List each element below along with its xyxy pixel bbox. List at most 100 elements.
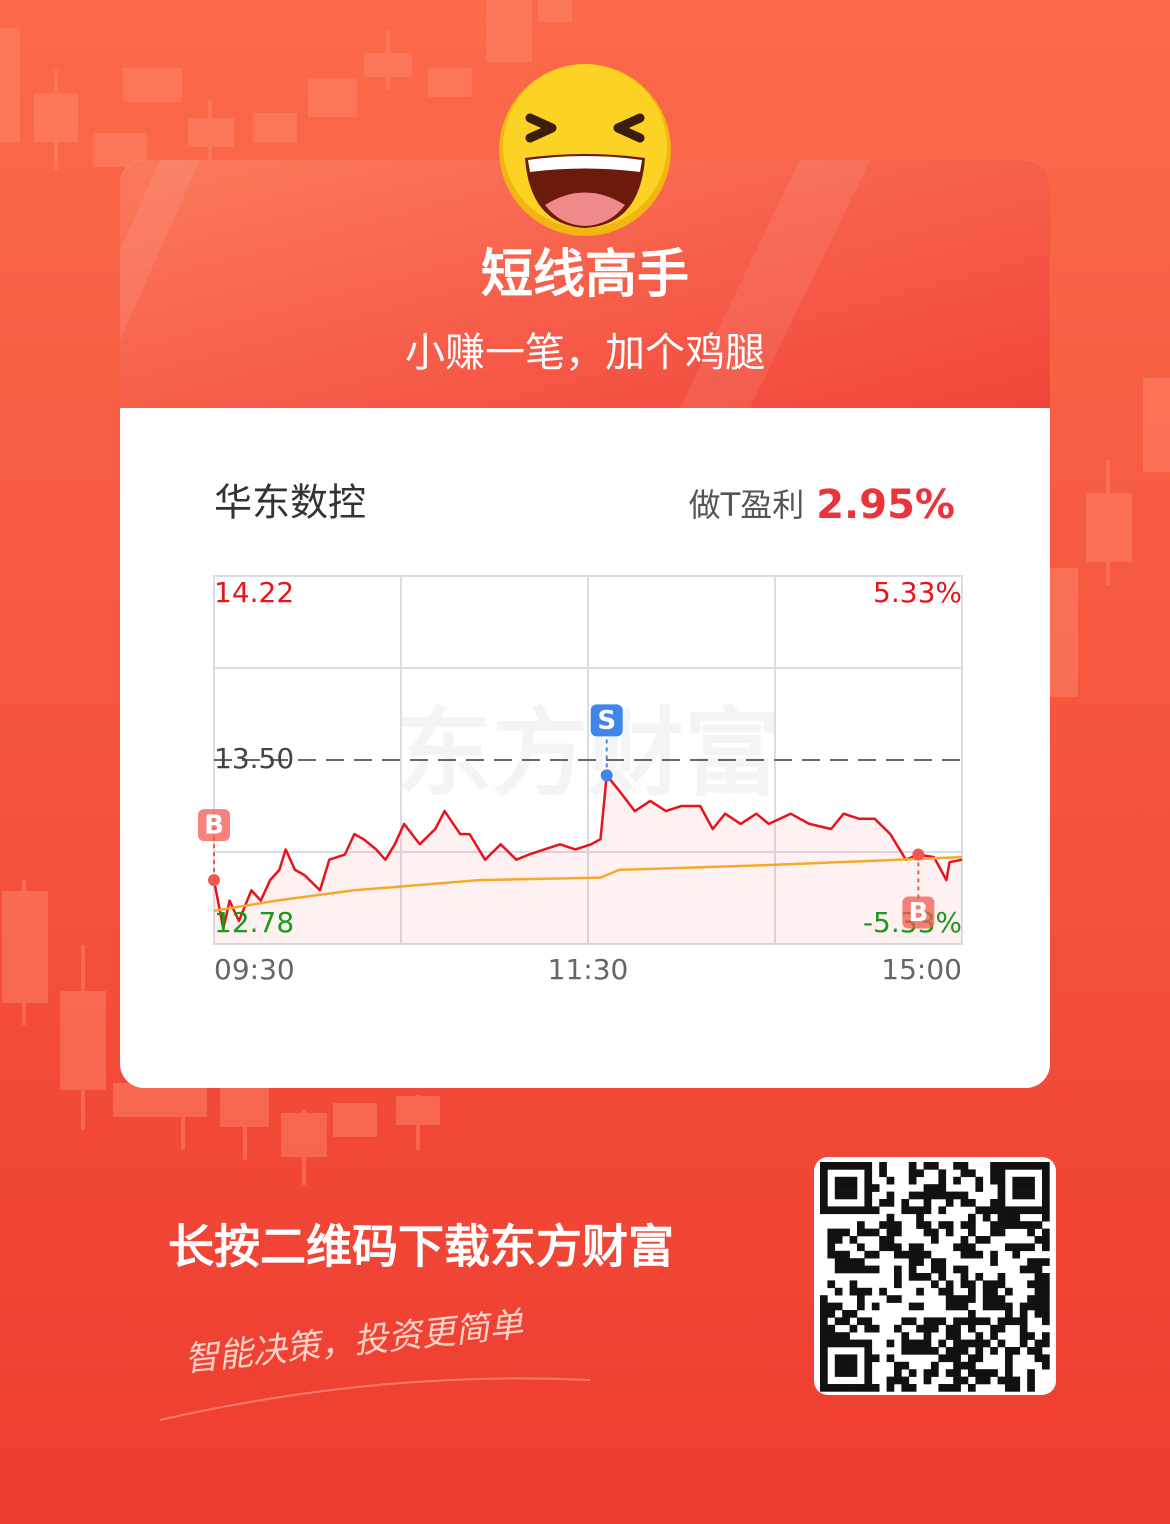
qr-cell — [997, 1302, 1006, 1311]
qr-cell — [997, 1213, 1006, 1222]
trade-label: B — [908, 898, 928, 928]
qr-cell — [857, 1287, 865, 1296]
qr-cell — [834, 1354, 843, 1363]
qr-cell — [931, 1191, 939, 1200]
qr-cell — [1019, 1339, 1028, 1348]
qr-cell — [931, 1184, 939, 1192]
qr-cell — [834, 1236, 843, 1244]
qr-cell — [901, 1206, 910, 1215]
qr-cell — [820, 1324, 828, 1333]
qr-pattern — [820, 1162, 1050, 1392]
qr-cell — [923, 1332, 932, 1340]
qr-cell — [997, 1295, 1006, 1303]
qr-cell — [834, 1265, 843, 1274]
qr-cell — [886, 1176, 895, 1185]
qr-cell — [923, 1228, 932, 1237]
qr-cell — [997, 1273, 1006, 1281]
qr-cell — [894, 1376, 902, 1385]
qr-cell — [1005, 1206, 1013, 1215]
qr-cell — [879, 1243, 887, 1252]
qr-cell — [827, 1243, 836, 1252]
qr-cell — [1005, 1384, 1013, 1392]
y-tick-label: 12.78 — [214, 906, 294, 939]
qr-cell — [938, 1384, 947, 1392]
qr-cell — [894, 1369, 902, 1377]
qr-cell — [968, 1199, 976, 1207]
qr-cell — [968, 1243, 976, 1252]
qr-cell — [864, 1228, 873, 1237]
qr-cell — [1019, 1332, 1028, 1340]
qr-cell — [1012, 1191, 1021, 1200]
qr-cell — [834, 1176, 843, 1185]
qr-cell — [916, 1347, 924, 1355]
qr-cell — [923, 1184, 932, 1192]
qr-cell — [968, 1287, 976, 1296]
qr-cell — [1034, 1302, 1043, 1311]
qr-cell — [990, 1250, 998, 1259]
qr-cell — [982, 1295, 991, 1303]
qr-cell — [1005, 1302, 1013, 1311]
qr-cell — [916, 1213, 924, 1222]
qr-cell — [968, 1228, 976, 1237]
qr-cell — [975, 1347, 984, 1355]
qr-cell — [908, 1258, 917, 1266]
qr-cell — [1042, 1199, 1050, 1207]
qr-cell — [864, 1206, 873, 1215]
qr-cell — [1034, 1295, 1043, 1303]
qr-cell — [982, 1369, 991, 1377]
qr-cell — [938, 1273, 947, 1281]
qr-cell — [1027, 1347, 1035, 1355]
qr-cell — [849, 1191, 858, 1200]
qr-cell — [857, 1206, 865, 1215]
qr-cell — [871, 1250, 880, 1259]
qr-cell — [990, 1228, 998, 1237]
qr-cell — [886, 1221, 895, 1229]
qr-cell — [990, 1206, 998, 1215]
qr-cell — [997, 1376, 1006, 1385]
qr-cell — [982, 1213, 991, 1222]
qr-cell — [931, 1265, 939, 1274]
qr-cell — [864, 1199, 873, 1207]
qr-cell — [916, 1273, 924, 1281]
qr-cell — [938, 1184, 947, 1192]
x-tick-label: 15:00 — [881, 953, 962, 986]
qr-cell — [990, 1347, 998, 1355]
qr-cell — [1027, 1206, 1035, 1215]
qr-cell — [864, 1339, 873, 1348]
qr-cell — [990, 1324, 998, 1333]
qr-cell — [953, 1324, 961, 1333]
qr-cell — [864, 1317, 873, 1326]
qr-cell — [953, 1339, 961, 1348]
qr-cell — [923, 1250, 932, 1259]
qr-cell — [827, 1162, 836, 1170]
qr-cell — [953, 1317, 961, 1326]
qr-cell — [916, 1221, 924, 1229]
qr-cell — [916, 1258, 924, 1266]
qr-cell — [849, 1369, 858, 1377]
qr-cell — [820, 1317, 828, 1326]
qr-cell — [960, 1339, 969, 1348]
qr-cell — [968, 1369, 976, 1377]
qr-cell — [945, 1199, 954, 1207]
qr-cell — [864, 1324, 873, 1333]
qr-cell — [945, 1228, 954, 1237]
qr-cell — [975, 1317, 984, 1326]
qr-cell — [938, 1258, 947, 1266]
qr-cell — [827, 1228, 836, 1237]
qr-cell — [857, 1317, 865, 1326]
qr-cell — [879, 1221, 887, 1229]
qr-cell — [1042, 1280, 1050, 1289]
qr-cell — [1019, 1302, 1028, 1311]
qr-cell — [864, 1369, 873, 1377]
qr-cell — [871, 1265, 880, 1274]
qr-cell — [1042, 1310, 1050, 1318]
qr-cell — [901, 1199, 910, 1207]
qr-cell — [871, 1324, 880, 1333]
qr-cell — [1034, 1287, 1043, 1296]
qr-cell — [901, 1347, 910, 1355]
qr-cell — [1027, 1243, 1035, 1252]
qr-cell — [871, 1228, 880, 1237]
qr-cell — [1027, 1295, 1035, 1303]
qr-cell — [916, 1339, 924, 1348]
